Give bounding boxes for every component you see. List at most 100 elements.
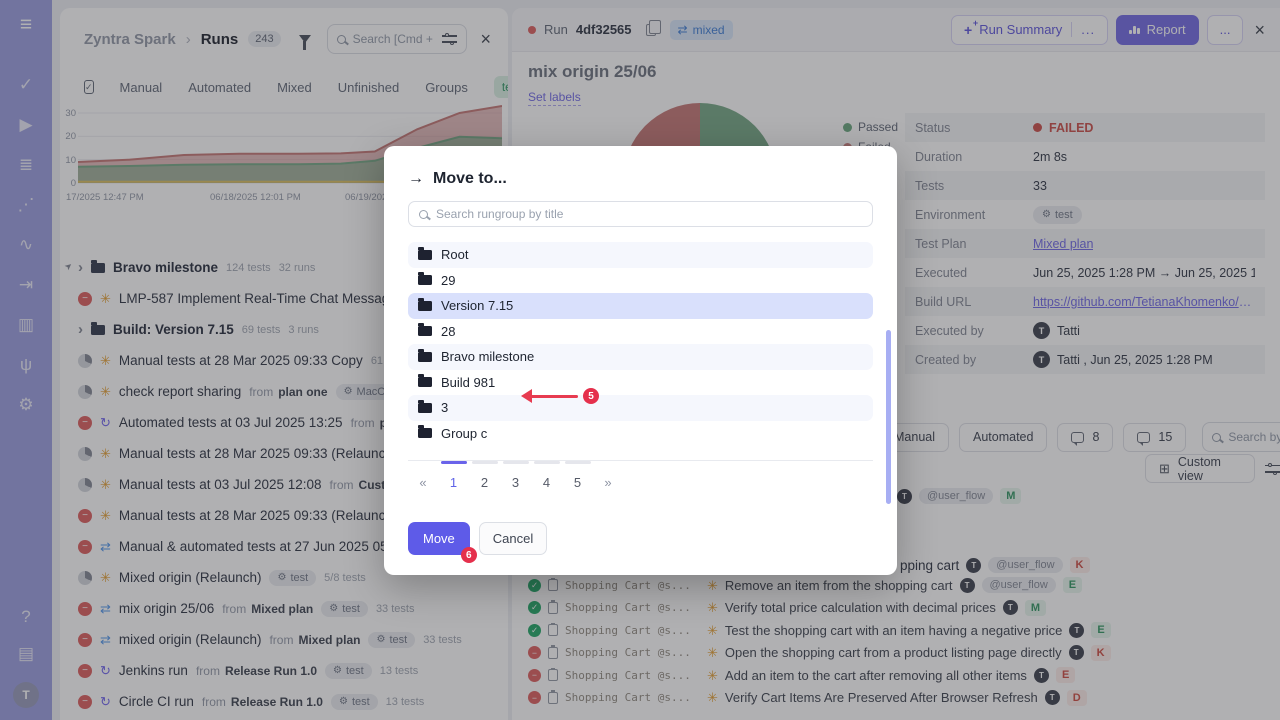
run-label: Run (544, 22, 568, 37)
run-id: 4df32565 (575, 22, 632, 37)
tests-search-input[interactable] (1228, 430, 1280, 444)
run-row[interactable]: ✳ Mixed origin (Relaunch) ⚙ test 5/8 tests (60, 562, 508, 593)
tag-badge: @user_flow (988, 557, 1063, 573)
mixed-test-icon: ✳ (707, 667, 718, 683)
rungroup-search[interactable] (408, 201, 873, 227)
rungroup-row[interactable]: Group c (408, 421, 873, 447)
run-row[interactable]: − ↻ Jenkins run from Release Run 1.0 ⚙ test 13 … (60, 655, 508, 686)
page-5[interactable]: 5 (562, 461, 593, 490)
run-title: Mixed origin (Relaunch) (118, 570, 262, 585)
test-row[interactable]: − Shopping Cart @s... ✳ Verify Cart Items A… (512, 687, 1280, 710)
legend-label: Passed (858, 120, 899, 134)
run-row[interactable]: − ✳ LMP-587 Implement Real-Time Chat Messa… (60, 283, 508, 314)
runs-search-input[interactable] (352, 32, 436, 46)
test-row[interactable]: ✓ Shopping Cart @s... ✳ Remove an item from… (512, 574, 1280, 597)
sparkles-icon: + + (964, 17, 979, 38)
tag-filter-badge[interactable]: test work (493, 76, 508, 98)
tasks-icon[interactable]: ✓ (18, 75, 34, 94)
test-plans-icon[interactable]: ≣ (18, 155, 34, 174)
page-4[interactable]: 4 (531, 461, 562, 490)
analytics-icon[interactable]: ∿ (18, 235, 34, 254)
rungroup-row[interactable]: 29 (408, 268, 873, 294)
page-3[interactable]: 3 (500, 461, 531, 490)
user-avatar[interactable]: T (13, 682, 39, 708)
view-settings-icon[interactable] (1265, 462, 1280, 475)
help-icon[interactable]: ? (21, 607, 31, 626)
tab-automated[interactable]: Automated (188, 79, 252, 95)
reports-icon[interactable]: ▥ (17, 315, 35, 334)
more-actions-button[interactable]: ... (1206, 14, 1244, 45)
runs-icon[interactable]: ▶ (19, 115, 33, 134)
group-row[interactable]: › Build: Version 7.15 69 tests 3 runs (60, 314, 508, 345)
page-1[interactable]: 1 (438, 461, 469, 490)
tests-tab-automated[interactable]: Automated (959, 422, 1048, 452)
automated-run-icon: ↻ (100, 415, 111, 430)
group-row[interactable]: ➤ › Bravo milestone 124 tests 32 runs (60, 252, 508, 283)
run-row[interactable]: − ⇄ mixed origin (Relaunch) from Mixed plan ⚙… (60, 624, 508, 655)
runs-search[interactable] (326, 24, 468, 54)
page-next[interactable]: » (604, 475, 612, 490)
test-row[interactable]: − Shopping Cart @s... ✳ Add an item to the … (512, 664, 1280, 687)
projects-icon[interactable]: ▤ (17, 644, 35, 663)
test-row[interactable]: − Shopping Cart @s... ✳ Open the shopping c… (512, 642, 1280, 665)
environment-name: test (1054, 208, 1073, 221)
run-summary-more-button[interactable]: ... (1071, 22, 1095, 37)
chevron-right-icon[interactable]: › (78, 321, 83, 338)
tab-groups[interactable]: Groups (425, 79, 468, 95)
comments-filter-button[interactable]: 8 (1057, 422, 1114, 452)
steps-icon[interactable]: ⋰ (17, 195, 35, 214)
adjust-filters-icon[interactable] (442, 33, 458, 45)
close-run-icon[interactable]: × (1254, 19, 1265, 40)
rungroup-row[interactable]: 28 (408, 319, 873, 345)
run-row[interactable]: − ⇄ Manual & automated tests at 27 Jun 202… (60, 531, 508, 562)
select-all-icon[interactable]: ✓ (84, 80, 94, 94)
environment-name: test (342, 602, 360, 615)
environment-name: test (351, 695, 370, 708)
test-row-fragment[interactable]: pping cart T @user_flow K (900, 557, 1090, 573)
annotation-step-badge: 5 (583, 388, 599, 404)
breadcrumb-project[interactable]: Zyntra Spark (84, 30, 176, 48)
rungroup-row[interactable]: Version 7.15 (408, 293, 873, 319)
run-meta: 13 tests (379, 664, 419, 677)
close-panel-icon[interactable]: × (480, 29, 491, 49)
run-row[interactable]: − ↻ Circle CI run from Release Run 1.0 ⚙ test 1… (60, 686, 508, 717)
move-button[interactable]: Move 6 (408, 522, 477, 563)
runs-count-badge: 243 (248, 31, 281, 47)
branches-icon[interactable]: ψ (19, 355, 33, 374)
test-title-fragment: pping cart (900, 557, 960, 573)
scrollbar[interactable] (886, 330, 891, 562)
rungroup-row[interactable]: Bravo milestone (408, 344, 873, 370)
test-row[interactable]: ✓ Shopping Cart @s... ✳ Verify total price … (512, 597, 1280, 620)
tab-manual[interactable]: Manual (119, 79, 163, 95)
tests-search[interactable] (1202, 422, 1280, 452)
tab-mixed[interactable]: Mixed (277, 79, 312, 95)
chevron-right-icon[interactable]: › (78, 259, 83, 276)
rungroup-row[interactable]: 3 (408, 395, 873, 421)
import-icon[interactable]: ⇥ (18, 275, 34, 294)
report-button[interactable]: Report (1116, 14, 1199, 45)
tab-unfinished[interactable]: Unfinished (337, 79, 400, 95)
modal-title: → Move to... (408, 170, 507, 187)
run-details-header: Run 4df32565 ⇄ mixed + + Run Summary ... … (512, 8, 1280, 52)
test-row[interactable]: ✓ Shopping Cart @s... ✳ Test the shopping c… (512, 619, 1280, 642)
custom-view-button[interactable]: ⊞ Custom view (1145, 454, 1255, 483)
run-row[interactable]: − ⇄ mix origin 25/06 from Mixed plan ⚙ test 33 … (60, 593, 508, 624)
run-title: Manual tests at 28 Mar 2025 09:33 (Relau… (118, 508, 398, 523)
detail-label: Test Plan (915, 236, 967, 251)
rungroup-row[interactable]: Build 981 (408, 370, 873, 396)
set-labels-link[interactable]: Set labels (528, 90, 581, 106)
page-prev[interactable]: « (419, 475, 427, 490)
test-row-fragment[interactable]: T @user_flow M (897, 488, 1022, 504)
from-label: from (350, 415, 375, 430)
comments-add-filter-button[interactable]: 15 (1123, 422, 1187, 452)
settings-icon[interactable]: ⚙ (18, 395, 34, 414)
menu-icon[interactable]: ≡ (19, 13, 33, 36)
rungroup-search-input[interactable] (436, 207, 862, 221)
filter-icon[interactable] (298, 35, 311, 50)
page-2[interactable]: 2 (469, 461, 500, 490)
copy-icon[interactable] (645, 20, 662, 36)
cancel-button[interactable]: Cancel (478, 522, 548, 555)
rungroup-row[interactable]: Root (408, 242, 873, 268)
run-summary-button[interactable]: + + Run Summary ... (951, 14, 1109, 45)
sync-icon: ⇄ (677, 22, 688, 37)
